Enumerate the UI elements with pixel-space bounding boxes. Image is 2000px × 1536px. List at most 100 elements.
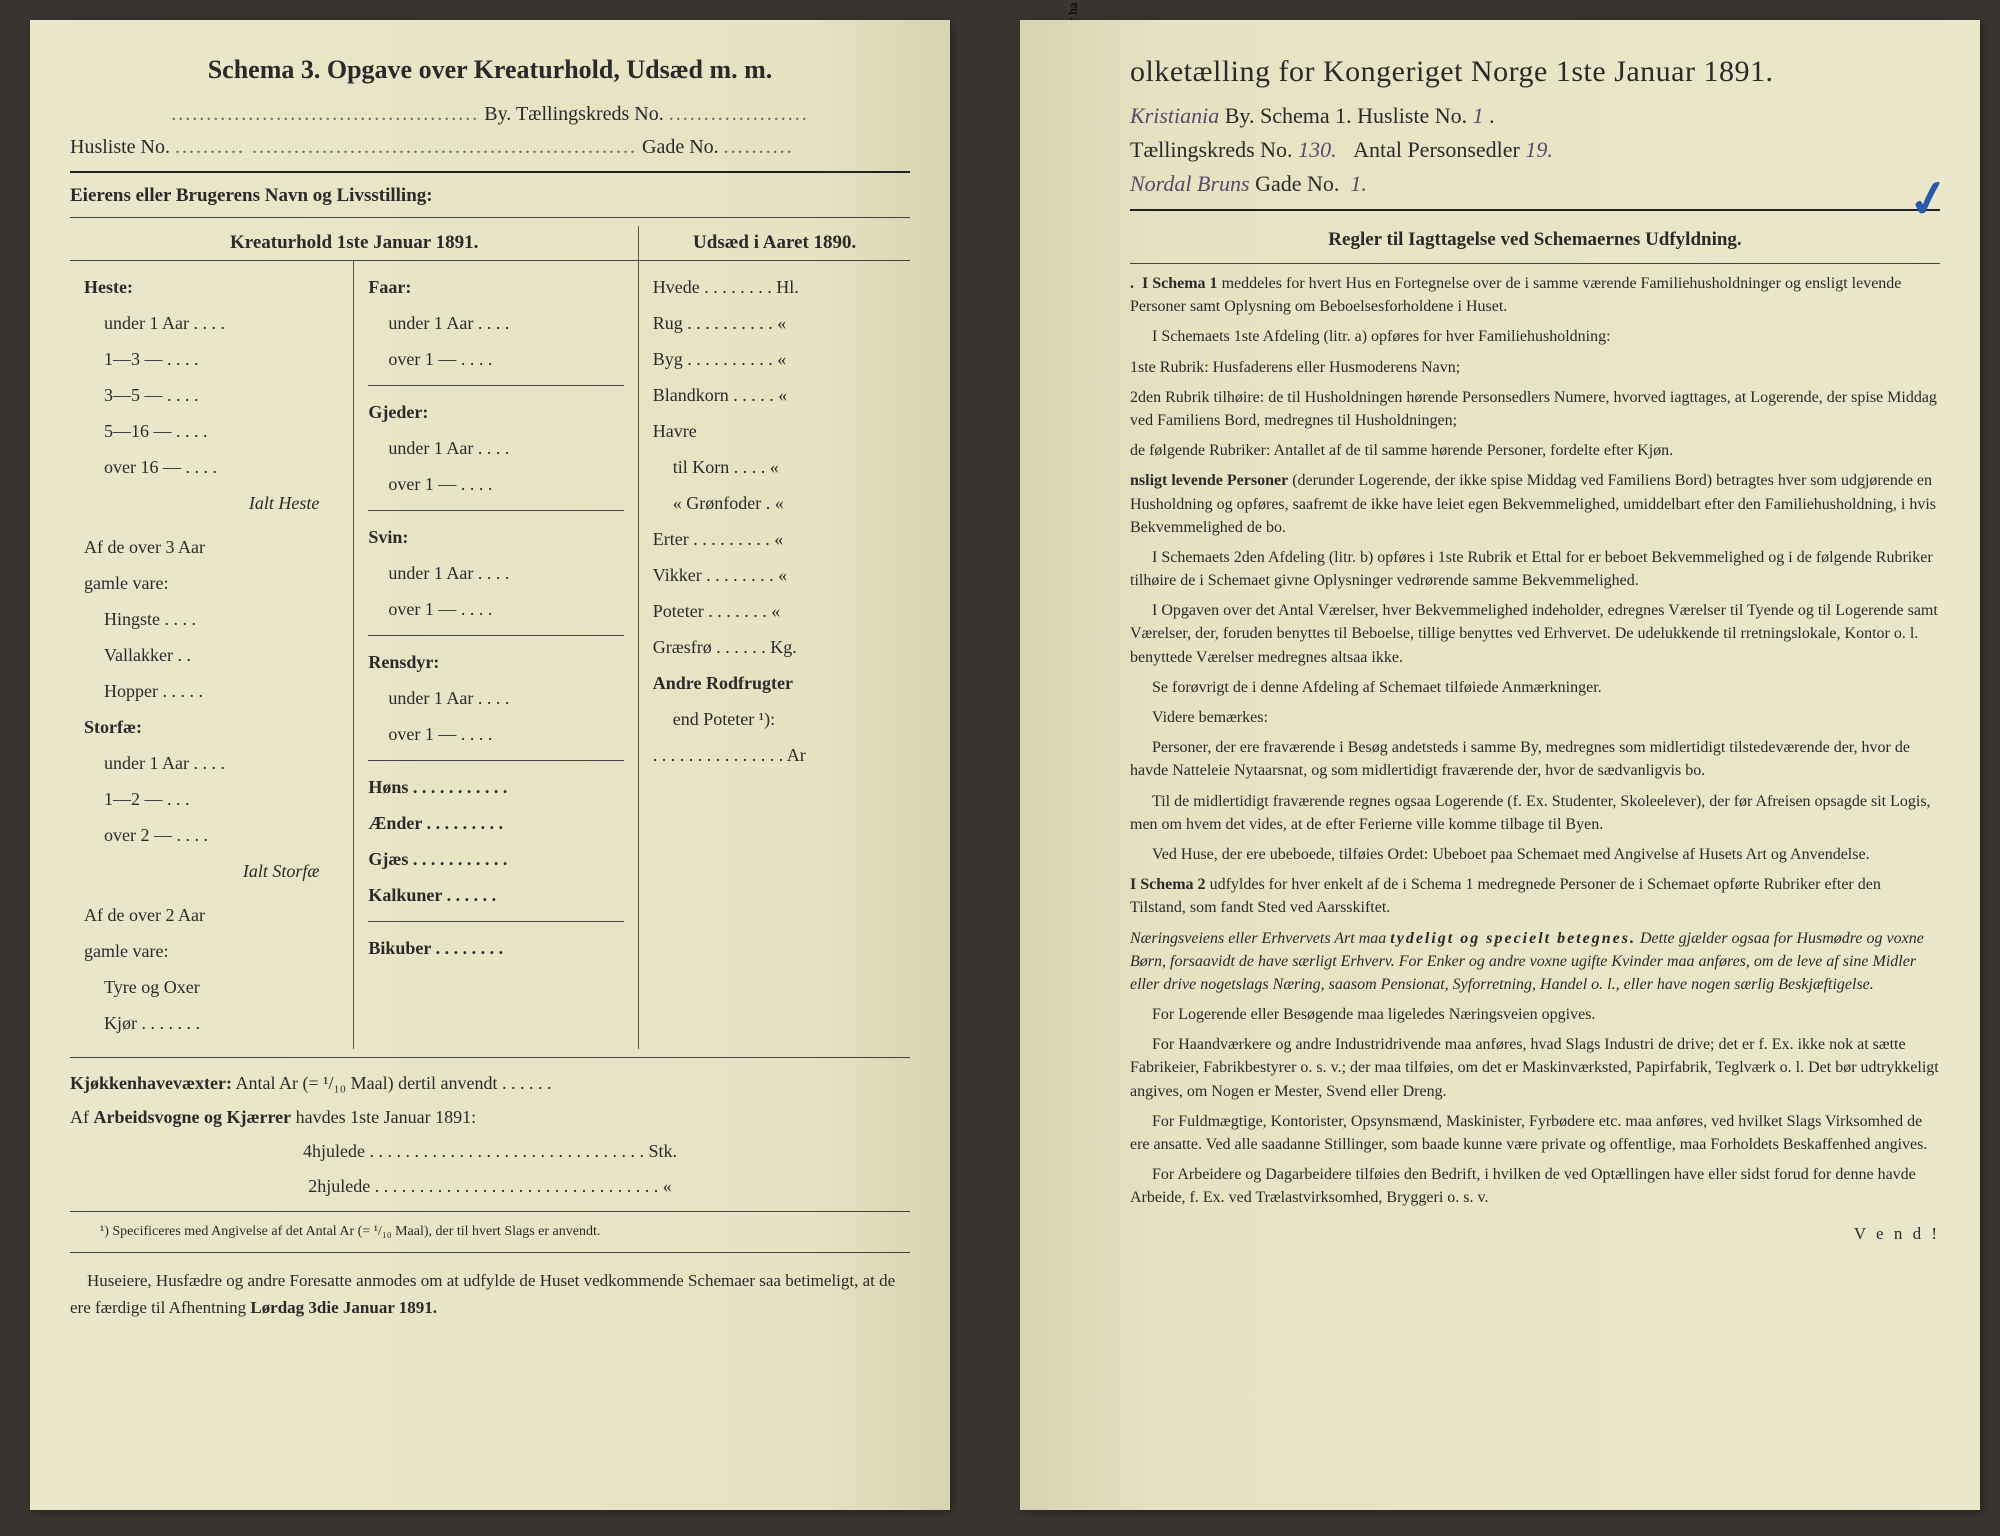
row: under 1 Aar . . . . <box>368 555 623 591</box>
tk-label: Tællingskreds No. <box>1130 137 1293 162</box>
hjul2: 2hjulede . . . . . . . . . . . . . . . .… <box>70 1169 910 1203</box>
p: de følgende Rubriker: Antallet af de til… <box>1130 439 1940 462</box>
main-columns: Heste: under 1 Aar . . . . 1—3 — . . . .… <box>70 261 910 1049</box>
col-c: Hvede . . . . . . . . Hl. Rug . . . . . … <box>639 261 910 1049</box>
row: Hingste . . . . <box>84 601 339 637</box>
ialt-heste: Ialt Heste <box>84 485 339 521</box>
row: under 1 Aar . . . . <box>84 305 339 341</box>
row: Af de over 3 Aar <box>84 529 339 565</box>
row: Bikuber . . . . . . . . <box>368 930 623 966</box>
row: under 1 Aar . . . . <box>368 680 623 716</box>
row: Høns . . . . . . . . . . . <box>368 769 623 805</box>
row: Kalkuner . . . . . . <box>368 877 623 913</box>
ialt-storfae: Ialt Storfæ <box>84 853 339 889</box>
gjeder-label: Gjeder: <box>368 394 623 430</box>
gade-no-hand: 1. <box>1350 171 1367 196</box>
row: over 1 — . . . . <box>368 466 623 502</box>
row: end Poteter ¹): <box>653 701 896 737</box>
row: gamle vare: <box>84 933 339 969</box>
row: over 1 — . . . . <box>368 716 623 752</box>
by-label: By. Tællingskreds No. <box>484 103 663 125</box>
p: I Schema 1 <box>1142 275 1218 292</box>
bottom-block: Kjøkkenhavevæxter: Kjøkkenhavevæxter: An… <box>70 1066 910 1203</box>
p: For Haandværkere og andre Industridriven… <box>1130 1033 1940 1103</box>
antal-hand: 19. <box>1525 137 1553 162</box>
row: under 1 Aar . . . . <box>368 430 623 466</box>
p: Til de midlertidigt fraværende regnes og… <box>1130 790 1940 836</box>
table-header-row: Kreaturhold 1ste Januar 1891. Udsæd i Aa… <box>70 226 910 260</box>
row: « Grønfoder . « <box>653 485 896 521</box>
p: Videre bemærkes: <box>1130 706 1940 729</box>
row: Tyre og Oxer <box>84 969 339 1005</box>
gade-label-left: Gade No. <box>642 136 719 158</box>
row: gamle vare: <box>84 565 339 601</box>
checkmark-icon: ✓ <box>1903 167 1954 231</box>
col-b: Faar: under 1 Aar . . . . over 1 — . . .… <box>354 261 638 1049</box>
p: 2den Rubrik tilhøire: de til Husholdning… <box>1130 386 1940 432</box>
husliste-line: Husliste No. .......... ................… <box>70 136 910 159</box>
row: Rug . . . . . . . . . . « <box>653 305 896 341</box>
svin-label: Svin: <box>368 519 623 555</box>
row: over 1 — . . . . <box>368 591 623 627</box>
schema3-title: Schema 3. Opgave over Kreaturhold, Udsæd… <box>70 55 910 85</box>
p: For Fuldmægtige, Kontorister, Opsynsmænd… <box>1130 1110 1940 1156</box>
row: over 1 — . . . . <box>368 341 623 377</box>
p: Personer, der ere fraværende i Besøg and… <box>1130 736 1940 782</box>
by-printed: By. Schema 1. Husliste No. <box>1225 103 1467 128</box>
husliste-no-hand: 1 <box>1473 103 1484 128</box>
by-line-right: Kristiania By. Schema 1. Husliste No. 1 … <box>1130 103 1940 129</box>
footnote: ¹) Specificeres med Angivelse af det Ant… <box>70 1220 910 1244</box>
p: Se forøvrigt de i denne Afdeling af Sche… <box>1130 676 1940 699</box>
gade-line-right: Nordal Bruns Gade No. 1. <box>1130 171 1940 197</box>
row: Gjæs . . . . . . . . . . . <box>368 841 623 877</box>
row: Blandkorn . . . . . « <box>653 377 896 413</box>
husliste-label: Husliste No. <box>70 136 170 158</box>
p: I Schema 2 <box>1130 876 1206 893</box>
row: 1—3 — . . . . <box>84 341 339 377</box>
gade-hand: Nordal Bruns <box>1130 171 1250 196</box>
row: Erter . . . . . . . . . « <box>653 521 896 557</box>
udsaed-head: Udsæd i Aaret 1890. <box>639 226 910 260</box>
row: Kjør . . . . . . . <box>84 1005 339 1041</box>
row: Havre <box>653 413 896 449</box>
row: Byg . . . . . . . . . . « <box>653 341 896 377</box>
row: . . . . . . . . . . . . . . . Ar <box>653 737 896 773</box>
row: 1—2 — . . . <box>84 781 339 817</box>
heste-label: Heste: <box>84 269 339 305</box>
p: I Schemaets 1ste Afdeling (litr. a) opfø… <box>1130 325 1940 348</box>
row: Ænder . . . . . . . . . <box>368 805 623 841</box>
p: nsligt levende Personer <box>1130 472 1288 489</box>
row: under 1 Aar . . . . <box>84 745 339 781</box>
p: For Logerende eller Besøgende maa ligele… <box>1130 1003 1940 1026</box>
antal-label: Antal Personsedler <box>1353 137 1520 162</box>
p: 1ste Rubrik: Husfaderens eller Husmodere… <box>1130 356 1940 379</box>
storfae-label: Storfæ: <box>84 709 339 745</box>
p: For Arbeidere og Dagarbeidere tilføies d… <box>1130 1163 1940 1209</box>
bottom-note: Huseiere, Husfædre og andre Foresatte an… <box>70 1267 910 1321</box>
hjul4: 4hjulede . . . . . . . . . . . . . . . .… <box>70 1134 910 1168</box>
row: Vallakker . . <box>84 637 339 673</box>
vend-label: V e n d ! <box>1130 1224 1940 1244</box>
tk-hand: 130. <box>1298 137 1337 162</box>
p: udfyldes for hver enkelt af de i Schema … <box>1130 876 1881 916</box>
census-title: olketælling for Kongeriget Norge 1ste Ja… <box>1130 55 1940 89</box>
row: Hopper . . . . . <box>84 673 339 709</box>
rules-body: . I Schema 1 meddeles for hvert Hus en F… <box>1130 272 1940 1210</box>
p: I Schemaets 2den Afdeling (litr. b) opfø… <box>1130 546 1940 592</box>
row: under 1 Aar . . . . <box>368 305 623 341</box>
row: 3—5 — . . . . <box>84 377 339 413</box>
row: Græsfrø . . . . . . Kg. <box>653 629 896 665</box>
row: Poteter . . . . . . . « <box>653 593 896 629</box>
by-line: ........................................… <box>70 103 910 126</box>
row: til Korn . . . . « <box>653 449 896 485</box>
p: Ved Huse, der ere ubeboede, tilføies Ord… <box>1130 843 1940 866</box>
owner-label: Eierens eller Brugerens Navn og Livsstil… <box>70 185 910 207</box>
row: over 2 — . . . . <box>84 817 339 853</box>
rules-title: Regler til Iagttagelse ved Schemaernes U… <box>1130 229 1940 251</box>
faar-label: Faar: <box>368 269 623 305</box>
row: Andre Rodfrugter <box>653 665 896 701</box>
gade-label: Gade No. <box>1255 171 1339 196</box>
kreatur-head: Kreaturhold 1ste Januar 1891. <box>70 226 639 260</box>
row: Vikker . . . . . . . . « <box>653 557 896 593</box>
row: over 16 — . . . . <box>84 449 339 485</box>
